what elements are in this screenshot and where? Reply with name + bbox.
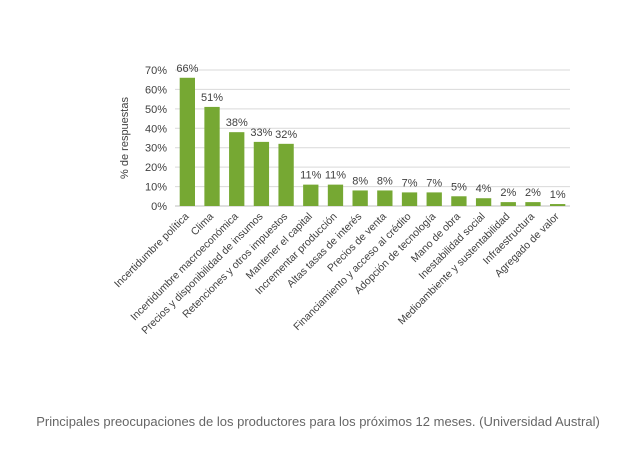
y-tick-label: 70%: [145, 65, 167, 77]
bar-value-label: 11%: [300, 170, 321, 182]
bar-value-label: 8%: [377, 175, 393, 187]
bar-value-label: 38%: [226, 117, 248, 129]
figure-caption: Principales preocupaciones de los produc…: [36, 414, 600, 429]
bar-value-label: 8%: [352, 175, 368, 187]
bar: [525, 202, 541, 206]
bar: [401, 192, 418, 206]
bar-value-label: 51%: [201, 92, 223, 104]
y-tick-label: 20%: [145, 162, 167, 174]
bar-value-label: 66%: [176, 63, 198, 75]
bar: [253, 141, 270, 206]
y-tick-label: 0%: [151, 201, 167, 213]
bar-value-label: 5%: [451, 181, 467, 193]
bar: [377, 190, 393, 206]
bar: [303, 184, 319, 206]
bar: [352, 190, 368, 206]
bar: [500, 202, 516, 206]
bar: [204, 106, 220, 206]
bar-chart: 0% 10% 20% 30% 40% 50% 60% 70% 66% 51% 38% 33% 32% 1…: [112, 63, 570, 337]
bar-value-label: 32%: [275, 129, 297, 141]
bar: [229, 132, 245, 206]
y-tick-label: 60%: [145, 84, 167, 96]
y-tick-label: 30%: [145, 143, 167, 155]
y-axis-label: % de respuestas: [119, 97, 131, 179]
bar: [327, 184, 344, 206]
bar-value-label: 4%: [476, 183, 492, 195]
y-tick-label: 50%: [145, 104, 167, 116]
bar: [278, 143, 294, 206]
bar: [550, 204, 566, 206]
chart-canvas: 0% 10% 20% 30% 40% 50% 60% 70% 66% 51% 38%33% 32% 1…: [112, 63, 570, 337]
y-axis-ticks: 0% 10% 20% 30% 40% 50% 60% 70%: [145, 65, 167, 213]
bar-value-label: 2%: [525, 187, 541, 199]
data-labels: 66% 51% 38%33% 32% 11% 11% 8% 8% 7% 7% 5% 4% 2% 2% 1%: [176, 63, 565, 201]
bar: [475, 198, 492, 206]
bar: [426, 192, 442, 206]
bar-value-label: 2%: [500, 187, 516, 199]
bar: [451, 196, 467, 206]
y-tick-label: 10%: [145, 182, 167, 194]
bars: [179, 77, 566, 207]
bar-value-label: 1%: [550, 189, 566, 201]
x-tick-label: Incertidumbre macroeconómica: [128, 211, 241, 324]
y-tick-label: 40%: [145, 123, 167, 135]
bar-value-label: 11%: [325, 170, 346, 182]
bar-value-label: 7%: [426, 177, 442, 189]
bar-value-label: 7%: [402, 177, 418, 189]
bar-value-label: 33%: [250, 127, 272, 139]
bar: [179, 77, 195, 207]
x-axis-ticks: Incertidumbre políticaClimaIncertidumbre…: [112, 210, 562, 336]
